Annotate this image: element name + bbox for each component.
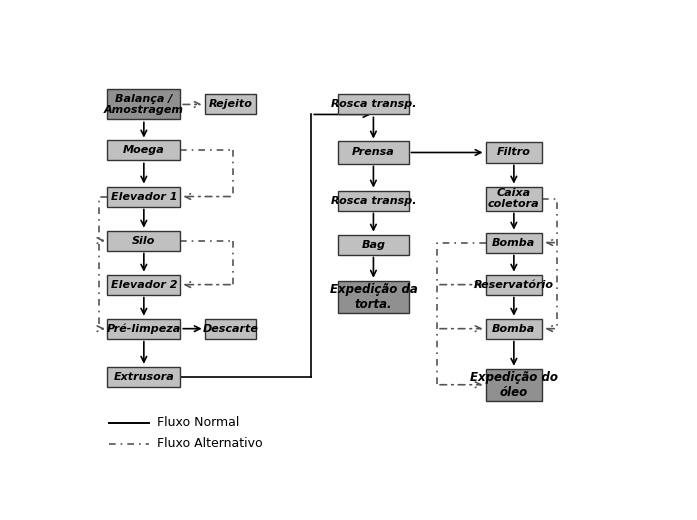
Text: Rosca transp.: Rosca transp. (330, 99, 416, 109)
Text: Expedição da
torta.: Expedição da torta. (330, 283, 418, 310)
FancyBboxPatch shape (486, 369, 542, 401)
FancyBboxPatch shape (107, 89, 181, 120)
Text: Reservatório: Reservatório (474, 280, 554, 290)
FancyBboxPatch shape (107, 319, 181, 339)
FancyBboxPatch shape (338, 190, 408, 211)
FancyBboxPatch shape (205, 319, 256, 339)
Text: Pré-limpeza: Pré-limpeza (107, 323, 181, 334)
FancyBboxPatch shape (486, 319, 542, 339)
FancyBboxPatch shape (486, 275, 542, 295)
FancyBboxPatch shape (486, 232, 542, 253)
Text: Elevador 1: Elevador 1 (111, 191, 177, 202)
FancyBboxPatch shape (338, 141, 408, 163)
Text: Bomba: Bomba (492, 323, 535, 334)
Text: Rejeito: Rejeito (208, 99, 252, 109)
Text: Fluxo Normal: Fluxo Normal (158, 416, 240, 430)
FancyBboxPatch shape (107, 140, 181, 161)
FancyBboxPatch shape (107, 367, 181, 387)
Text: Expedição do
óleo: Expedição do óleo (470, 371, 558, 399)
FancyBboxPatch shape (107, 187, 181, 206)
FancyBboxPatch shape (107, 275, 181, 295)
Text: Descarte: Descarte (202, 323, 258, 334)
Text: Elevador 2: Elevador 2 (111, 280, 177, 290)
Text: Balança /
Amostragem: Balança / Amostragem (104, 94, 184, 115)
Text: Bomba: Bomba (492, 238, 535, 248)
Text: Silo: Silo (132, 236, 155, 245)
FancyBboxPatch shape (486, 187, 542, 211)
Text: Bag: Bag (362, 240, 385, 250)
Text: Extrusora: Extrusora (114, 372, 174, 382)
FancyBboxPatch shape (107, 230, 181, 251)
Text: Prensa: Prensa (352, 148, 395, 158)
FancyBboxPatch shape (338, 95, 408, 114)
Text: Moega: Moega (123, 146, 164, 155)
FancyBboxPatch shape (338, 235, 408, 255)
Text: Caixa
coletora: Caixa coletora (488, 188, 539, 210)
FancyBboxPatch shape (338, 281, 408, 313)
FancyBboxPatch shape (486, 142, 542, 162)
FancyBboxPatch shape (205, 95, 256, 114)
Text: Rosca transp.: Rosca transp. (330, 196, 416, 205)
Text: Fluxo Alternativo: Fluxo Alternativo (158, 437, 263, 450)
Text: Filtro: Filtro (497, 148, 531, 158)
